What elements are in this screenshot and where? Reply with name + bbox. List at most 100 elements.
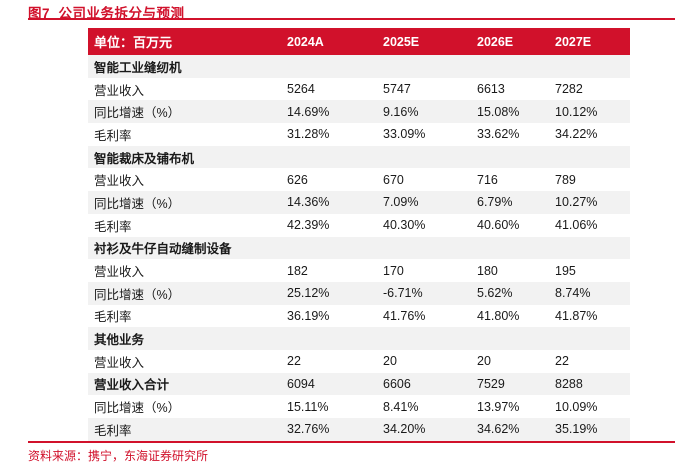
data-row: 营业收入 22 20 20 22 (88, 350, 630, 373)
value-cell: 180 (477, 263, 498, 278)
row-label-cell: 同比增速（%） (88, 281, 287, 305)
unit-header-cell: 单位：百万元 (88, 28, 287, 55)
value-cell: 34.20% (383, 418, 477, 441)
value-cell (287, 236, 383, 260)
value-cell: 33.09% (383, 127, 426, 142)
value-cell: 41.80% (477, 308, 520, 323)
value-cell (383, 55, 477, 78)
section-row: 衬衫及牛仔自动缝制设备 (88, 236, 630, 260)
value-cell: 22 (555, 354, 569, 369)
value-cell: 789 (555, 172, 576, 187)
row-label-cell: 智能裁床及铺布机 (88, 145, 287, 169)
value-cell (477, 145, 555, 169)
value-cell: 7529 (477, 372, 555, 396)
title-underline (28, 18, 675, 20)
value-cell: 25.12% (287, 281, 383, 305)
value-cell: -6.71% (383, 281, 477, 305)
value-cell: 9.16% (383, 100, 477, 124)
row-label-cell: 营业收入 (94, 265, 145, 280)
table-header-row: 单位：百万元 2024A 2025E 2026E 2027E (88, 28, 630, 55)
data-row: 同比增速（%） 14.69% 9.16% 15.08% 10.12% (88, 100, 630, 124)
value-cell: 5264 (287, 82, 315, 97)
value-cell: 42.39% (287, 218, 330, 233)
value-cell: 31.28% (287, 127, 330, 142)
value-cell (287, 55, 383, 78)
row-label-cell: 营业收入 (94, 174, 145, 189)
value-cell: 34.22% (555, 127, 598, 142)
value-cell (555, 55, 630, 78)
year-column-header: 2024A (287, 28, 383, 55)
value-cell: 6.79% (477, 191, 555, 214)
row-label-cell: 其他业务 (88, 327, 287, 350)
value-cell: 36.19% (287, 308, 330, 323)
value-cell: 716 (477, 172, 498, 187)
value-cell: 5.62% (477, 281, 555, 305)
year-column-header: 2027E (555, 28, 630, 55)
value-cell: 41.06% (555, 218, 598, 233)
value-cell: 670 (383, 172, 404, 187)
value-cell: 8.74% (555, 281, 630, 305)
value-cell: 34.62% (477, 418, 555, 441)
value-cell: 14.69% (287, 100, 383, 124)
value-cell: 20 (383, 354, 397, 369)
row-label-cell: 同比增速（%） (88, 191, 287, 214)
value-cell (477, 55, 555, 78)
value-cell: 8.41% (383, 399, 419, 414)
figure-title: 图7 公司业务拆分与预测 (28, 6, 185, 21)
row-label-cell: 智能工业缝纫机 (88, 55, 287, 78)
section-row: 智能裁床及铺布机 (88, 145, 630, 169)
data-row: 毛利率 42.39% 40.30% 40.60% 41.06% (88, 214, 630, 237)
value-cell: 7282 (555, 82, 583, 97)
business-forecast-table: 单位：百万元 2024A 2025E 2026E 2027E 智能工业缝纫机营业收入 5… (88, 28, 630, 441)
year-column-header: 2026E (477, 28, 555, 55)
value-cell (555, 145, 630, 169)
value-cell (555, 236, 630, 260)
data-row: 营业收入 626 670 716 789 (88, 168, 630, 191)
total-row: 营业收入合计 6094 6606 7529 8288 (88, 372, 630, 396)
value-cell: 182 (287, 263, 308, 278)
data-row: 同比增速（%） 25.12% -6.71% 5.62% 8.74% (88, 281, 630, 305)
row-label-cell: 衬衫及牛仔自动缝制设备 (88, 236, 287, 260)
row-label-cell: 营业收入 (94, 355, 145, 370)
value-cell: 20 (477, 354, 491, 369)
data-row: 毛利率 32.76% 34.20% 34.62% 35.19% (88, 418, 630, 441)
value-cell: 40.60% (477, 218, 520, 233)
value-cell: 10.12% (555, 100, 630, 124)
value-cell: 41.87% (555, 308, 598, 323)
data-row: 营业收入 182 170 180 195 (88, 259, 630, 282)
value-cell: 15.08% (477, 100, 555, 124)
value-cell (287, 145, 383, 169)
value-cell: 15.11% (287, 399, 329, 414)
value-cell: 22 (287, 354, 301, 369)
value-cell: 40.30% (383, 218, 426, 233)
value-cell (555, 327, 630, 350)
value-cell: 10.09% (555, 399, 598, 414)
data-row: 毛利率 31.28% 33.09% 33.62% 34.22% (88, 123, 630, 146)
row-label-cell: 同比增速（%） (88, 100, 287, 124)
value-cell: 35.19% (555, 418, 630, 441)
row-label-cell: 毛利率 (94, 128, 132, 143)
value-cell: 6606 (383, 372, 477, 396)
value-cell: 626 (287, 172, 308, 187)
year-column-header: 2025E (383, 28, 477, 55)
value-cell (383, 327, 477, 350)
data-row: 营业收入 5264 5747 6613 7282 (88, 78, 630, 101)
section-row: 智能工业缝纫机 (88, 55, 630, 78)
source-note: 资料来源：携宁，东海证券研究所 (28, 449, 209, 463)
value-cell: 7.09% (383, 191, 477, 214)
row-label-cell: 同比增速（%） (94, 401, 181, 416)
value-cell (287, 327, 383, 350)
value-cell: 41.76% (383, 308, 426, 323)
value-cell (383, 145, 477, 169)
value-cell (477, 236, 555, 260)
value-cell: 8288 (555, 372, 630, 396)
data-row: 同比增速（%） 15.11% 8.41% 13.97% 10.09% (88, 395, 630, 418)
value-cell: 6094 (287, 372, 383, 396)
value-cell (383, 236, 477, 260)
row-label-cell: 营业收入合计 (88, 372, 287, 396)
bottom-rule (28, 441, 675, 443)
value-cell: 6613 (477, 82, 505, 97)
value-cell: 14.36% (287, 191, 383, 214)
row-label-cell: 毛利率 (94, 310, 132, 325)
